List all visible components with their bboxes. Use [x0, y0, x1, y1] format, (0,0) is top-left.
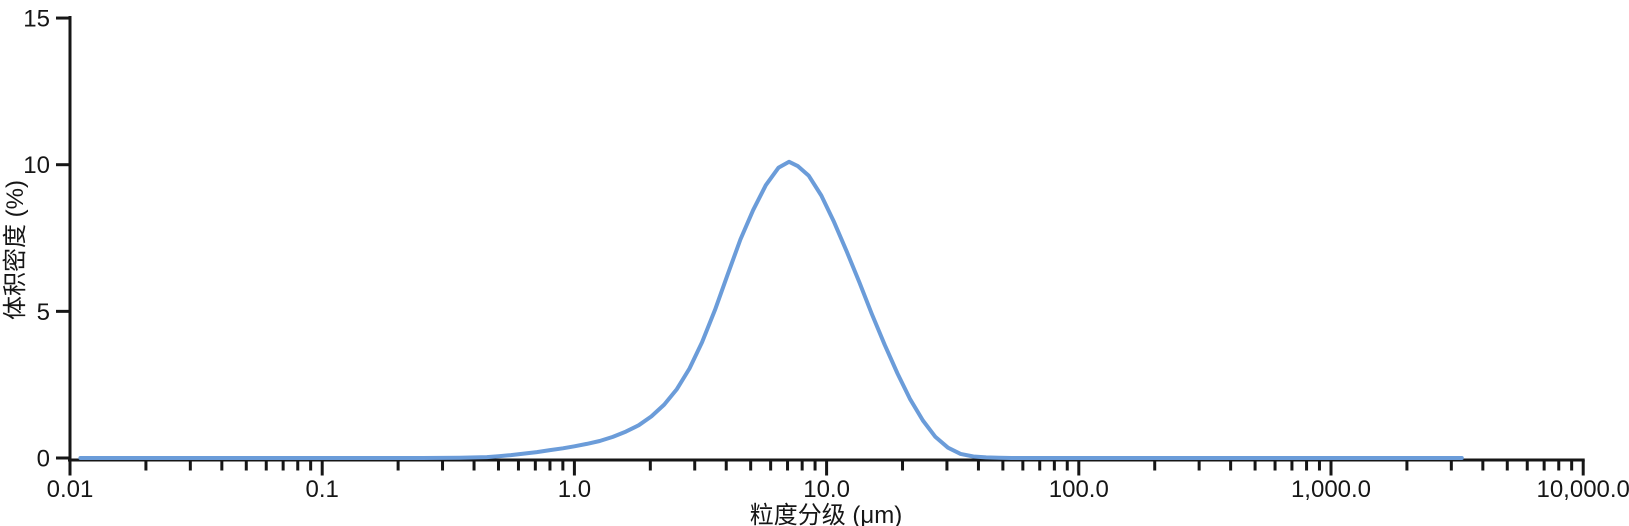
x-tick-label: 100.0: [1049, 476, 1109, 503]
x-tick-label: 0.01: [47, 476, 94, 503]
y-tick-label: 0: [37, 446, 50, 473]
y-tick-label: 10: [23, 152, 50, 179]
y-tick-label: 15: [23, 6, 50, 33]
x-axis-ticks: [68, 460, 1585, 476]
x-tick-label: 1.0: [558, 476, 591, 503]
axes: [68, 16, 1585, 462]
volume-density-curve: [78, 159, 1464, 460]
x-axis-title: 粒度分级 (μm): [749, 502, 903, 526]
x-tick-label: 10.0: [803, 476, 850, 503]
x-tick-label: 0.1: [306, 476, 339, 503]
x-tick-label: 10,000.0: [1536, 476, 1629, 503]
y-axis-tick-labels: 0 5 10 15: [23, 6, 50, 473]
x-axis-tick-labels: 0.01 0.1 1.0 10.0 100.0 1,000.0 10,000.0: [47, 476, 1629, 503]
y-tick-label: 5: [37, 299, 50, 326]
y-axis-title: 体积密度 (%): [1, 180, 29, 320]
y-axis-ticks: [56, 16, 70, 460]
x-tick-label: 1,000.0: [1291, 476, 1371, 503]
